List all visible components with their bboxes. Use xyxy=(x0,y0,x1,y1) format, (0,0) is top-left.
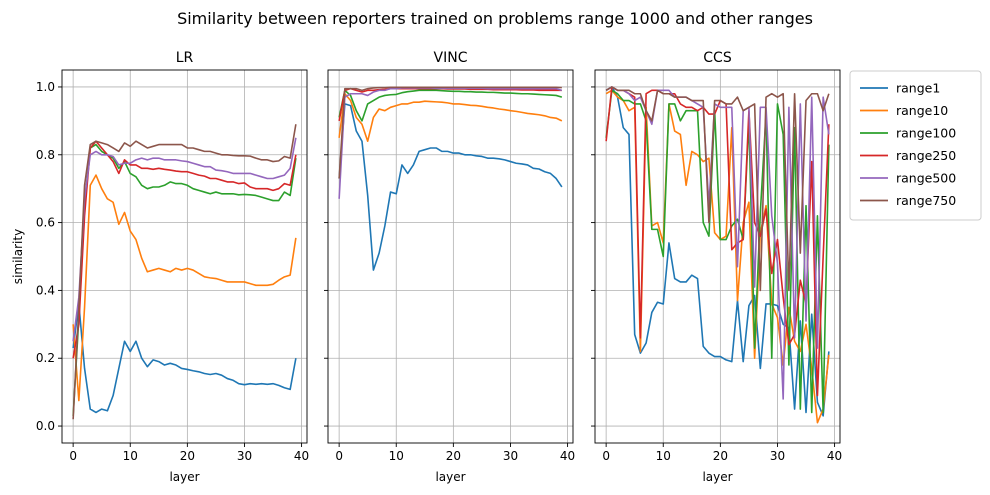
series-line-range250 xyxy=(72,140,297,359)
x-tick-label: 20 xyxy=(713,449,728,463)
x-tick-label: 20 xyxy=(446,449,461,463)
x-tick-label: 0 xyxy=(335,449,343,463)
legend-label-range1: range1 xyxy=(896,81,940,96)
panel-title: LR xyxy=(176,50,194,66)
x-tick-label: 30 xyxy=(503,449,518,463)
legend-label-range750: range750 xyxy=(896,193,956,208)
y-tick-label: 0.2 xyxy=(36,351,55,365)
series-line-range10 xyxy=(72,174,297,402)
panel-title: CCS xyxy=(703,50,732,66)
y-tick-label: 0.6 xyxy=(36,216,55,230)
x-axis-label: layer xyxy=(169,470,199,484)
figure-suptitle: Similarity between reporters trained on … xyxy=(177,9,813,28)
legend-label-range500: range500 xyxy=(896,171,956,186)
x-tick-label: 10 xyxy=(389,449,404,463)
series-line-range750 xyxy=(72,124,297,420)
x-tick-label: 40 xyxy=(827,449,842,463)
x-tick-label: 30 xyxy=(770,449,785,463)
axes-frame xyxy=(327,69,574,444)
series-line-range100 xyxy=(72,143,297,416)
axes-frame xyxy=(594,69,841,444)
y-tick-label: 1.0 xyxy=(36,80,55,94)
x-tick-label: 30 xyxy=(237,449,252,463)
x-tick-label: 0 xyxy=(602,449,610,463)
panels: 0 10 20 30 40 0.0 0.2 0.4 0.6 0.8 1.0 LR layer simila… xyxy=(11,50,842,484)
series-line-range1 xyxy=(338,103,563,271)
panel-ccs: 0 10 20 30 40 CCS layer xyxy=(591,50,842,484)
panel-title: VINC xyxy=(434,50,468,66)
y-axis-label: similarity xyxy=(11,229,25,284)
series-line-range500 xyxy=(72,137,297,342)
series-line-range1 xyxy=(72,303,297,414)
legend-frame xyxy=(849,70,982,221)
series-line-range750 xyxy=(338,86,562,179)
series-line-range10 xyxy=(338,92,563,143)
x-tick-label: 10 xyxy=(123,449,138,463)
series-line-range100 xyxy=(338,89,563,122)
series-line-range1 xyxy=(605,86,830,417)
x-tick-label: 0 xyxy=(69,449,77,463)
x-axis-label: layer xyxy=(702,470,732,484)
legend-label-range250: range250 xyxy=(896,148,956,163)
x-tick-label: 40 xyxy=(560,449,575,463)
y-tick-label: 0.0 xyxy=(36,419,55,433)
panel-vinc: 0 10 20 30 40 VINC layer xyxy=(324,50,575,484)
x-tick-label: 40 xyxy=(294,449,309,463)
y-tick-label: 0.4 xyxy=(36,283,55,297)
x-tick-label: 10 xyxy=(656,449,671,463)
legend: range1 range10 range100 range250 range50… xyxy=(849,70,982,221)
series-line-range750 xyxy=(605,86,830,292)
axes-frame xyxy=(61,69,308,444)
x-axis-label: layer xyxy=(435,470,465,484)
legend-label-range10: range10 xyxy=(896,103,948,118)
legend-label-range100: range100 xyxy=(896,126,956,141)
y-tick-label: 0.8 xyxy=(36,148,55,162)
x-tick-label: 20 xyxy=(180,449,195,463)
series-line-range500 xyxy=(338,87,563,199)
panel-lr: 0 10 20 30 40 0.0 0.2 0.4 0.6 0.8 1.0 LR layer simila… xyxy=(11,50,309,484)
series-line-range250 xyxy=(605,86,830,397)
